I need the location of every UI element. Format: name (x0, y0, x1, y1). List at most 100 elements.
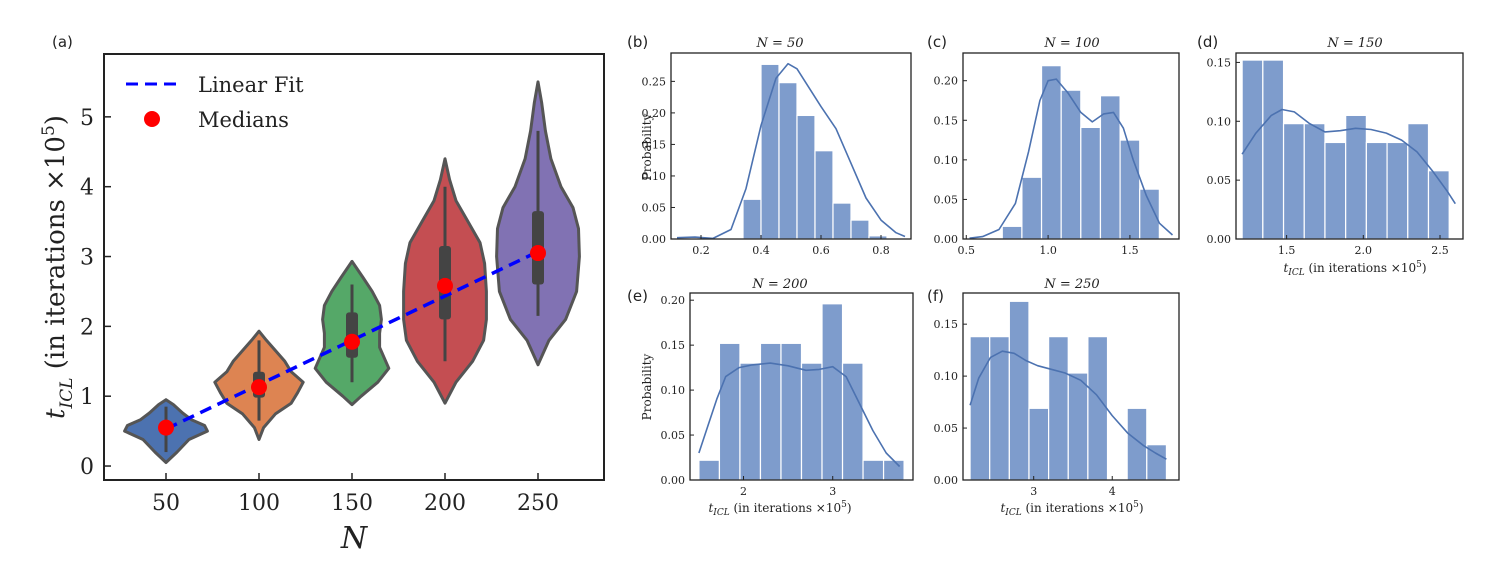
x-tick-label: 0.2 (692, 244, 710, 257)
y-tick-label: 0.00 (934, 233, 959, 246)
hist-bar (841, 362, 864, 481)
xlabel-f-text: (in iterations ×10 (1022, 501, 1133, 515)
y-axis-ticks: 0 1 2 3 4 5 (80, 106, 111, 480)
y-label-close: ) (41, 115, 71, 125)
hist-frame (1235, 52, 1464, 240)
panel-label-f: (f) (927, 287, 944, 305)
hist-b: 0.00 0.05 0.10 0.15 0.20 0.25 0.2 0.4 0.6 0.8 (642, 52, 912, 257)
hist-xlabel-f: tICL (in iterations ×105) (1000, 500, 1143, 518)
hist-bar (1324, 141, 1347, 240)
y-tick-label: 4 (80, 176, 94, 201)
panel-label-a: (a) (52, 33, 73, 51)
hist-bar (796, 114, 816, 240)
hist-bar (718, 342, 741, 481)
legend-median-swatch (144, 111, 160, 127)
hist-bar (760, 63, 780, 240)
y-tick-label: 0.15 (934, 318, 959, 331)
hist-bar (1119, 139, 1141, 240)
y-tick-label: 0.05 (1207, 174, 1232, 187)
y-tick-label: 0.10 (934, 154, 959, 167)
xlabel-d-t: t (1283, 261, 1288, 275)
x-tick-label: 250 (517, 491, 559, 516)
hist-panel-f: (f) N = 250 0.00 0.05 0.10 0.15 3 4 tICL (in … (927, 277, 1180, 518)
hist-bar (882, 459, 905, 481)
xlabel-f-sub: ICL (1004, 508, 1021, 518)
hist-frame (962, 52, 1180, 240)
x-tick-label: 2 (740, 485, 747, 498)
hist-bar (1008, 300, 1030, 481)
hist-frame (689, 292, 914, 481)
xlabel-d-text: (in iterations ×10 (1305, 261, 1416, 275)
y-tick-label: 0.15 (934, 114, 959, 127)
kde-line (1241, 108, 1456, 205)
xlabel-e-sub: ICL (712, 508, 729, 518)
x-axis-ticks: 50 100 150 200 250 (152, 473, 559, 516)
hist-bar (778, 82, 798, 240)
legend-median-label: Medians (198, 108, 289, 132)
x-tick-label: 2.0 (1355, 244, 1373, 257)
hist-bar (1365, 141, 1388, 240)
hist-panel-d: (d) N = 150 0.00 0.05 0.10 0.15 1.5 2.0 2.5 tI… (1197, 33, 1464, 278)
plot-frame (103, 53, 605, 481)
hist-bar (1021, 176, 1043, 240)
median-point-100 (251, 379, 267, 396)
x-tick-label: 0.5 (958, 244, 976, 257)
y-label-t: t (41, 408, 71, 419)
x-tick-label: 3 (1030, 485, 1037, 498)
hist-bar (814, 150, 834, 240)
hist-bar (1303, 123, 1326, 240)
violin-panel: (a) 0 1 2 3 4 5 50 100 150 200 250 N tICL (in ite… (39, 33, 605, 556)
x-tick-label: 0.4 (752, 244, 770, 257)
hist-bar (1386, 141, 1409, 240)
y-tick-label: 0.20 (642, 107, 667, 120)
y-tick-label: 0.00 (661, 474, 686, 487)
x-tick-label: 1.5 (1278, 244, 1296, 257)
hist-bar (1262, 59, 1285, 240)
x-tick-label: 1.0 (1039, 244, 1057, 257)
x-axis-label: N (340, 521, 369, 556)
median-point-50 (158, 419, 174, 436)
hist-bar (1060, 89, 1082, 240)
kde-line (698, 362, 901, 468)
hist-xlabel-d: tICL (in iterations ×105) (1283, 260, 1426, 278)
x-tick-label: 0.8 (872, 244, 890, 257)
hist-bar (800, 362, 823, 481)
y-tick-label: 0.10 (1207, 115, 1232, 128)
x-tick-label: 3 (829, 485, 836, 498)
hist-title-b: N = 50 (755, 36, 803, 51)
panel-label-d: (d) (1197, 33, 1218, 51)
hist-bar (832, 202, 852, 240)
panel-label-e: (e) (627, 287, 648, 305)
x-tick-label: 50 (152, 491, 180, 516)
x-tick-label: 4 (1109, 485, 1116, 498)
y-tick-label: 0.20 (934, 75, 959, 88)
panel-label-b: (b) (627, 33, 648, 51)
hist-frame (962, 292, 1180, 481)
y-tick-label: 0.10 (661, 384, 686, 397)
hist-bar (780, 342, 803, 481)
hist-title-e: N = 200 (751, 277, 807, 292)
legend-fit-label: Linear Fit (198, 73, 304, 97)
xlabel-e-close: ) (847, 501, 852, 515)
hist-bar (850, 219, 870, 240)
kde-line (969, 350, 1167, 460)
hist-d: 0.00 0.05 0.10 0.15 1.5 2.0 2.5 (1207, 52, 1464, 257)
panel-label-c: (c) (927, 33, 947, 51)
hist-bar (1001, 225, 1023, 240)
median-point-150 (344, 333, 360, 350)
y-tick-label: 2 (80, 315, 94, 340)
hist-bar (742, 198, 762, 240)
hist-f: 0.00 0.05 0.10 0.15 3 4 (934, 292, 1180, 498)
median-point-200 (437, 277, 453, 294)
x-tick-label: 1.5 (1121, 244, 1139, 257)
hist-bar (1282, 123, 1305, 240)
xlabel-f-sup: 5 (1133, 500, 1139, 510)
hist-bar (739, 362, 762, 481)
hist-bar (862, 459, 885, 481)
y-tick-label: 0.25 (642, 75, 667, 88)
linear-fit-line (165, 250, 539, 431)
y-tick-label: 3 (80, 246, 94, 271)
y-tick-label: 0.05 (934, 193, 959, 206)
y-tick-label: 1 (80, 385, 94, 410)
hist-bar (1407, 123, 1430, 240)
